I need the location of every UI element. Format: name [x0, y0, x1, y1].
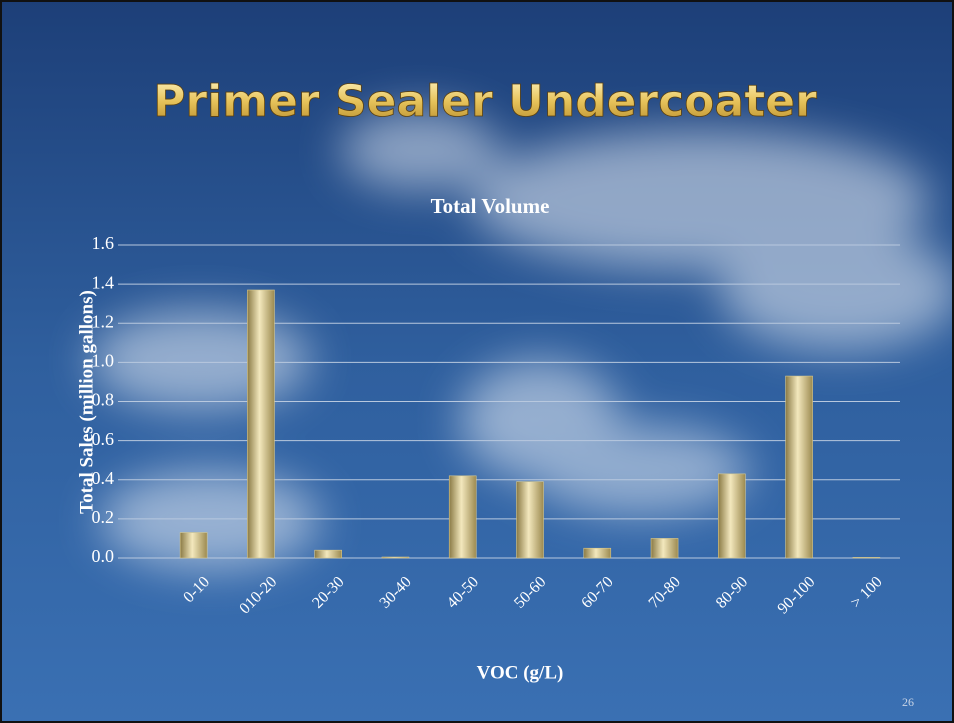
bar: [650, 538, 679, 559]
bar: [381, 556, 410, 559]
bar: [718, 473, 746, 559]
bar: [583, 547, 612, 559]
y-tick-label: 0.2: [92, 507, 115, 527]
y-tick-label: 1.4: [92, 272, 115, 292]
bar: [247, 289, 275, 559]
bar: [852, 557, 881, 559]
bar: [785, 375, 813, 559]
x-axis-label: VOC (g/L): [477, 662, 564, 683]
slide-title: Primer Sealer Undercoater: [153, 76, 817, 127]
chart-title: Total Volume: [431, 194, 550, 218]
y-tick-label: 1.6: [92, 233, 115, 253]
y-axis-label: Total Sales (million gallons): [76, 290, 97, 514]
y-tick-label: 1.2: [92, 311, 115, 331]
bar: [314, 549, 342, 559]
y-tick-label: 0.6: [92, 429, 115, 449]
y-tick-label: 0.0: [92, 546, 115, 566]
y-tick-label: 0.8: [92, 390, 115, 410]
bar: [179, 532, 208, 559]
slide-number: 26: [902, 695, 914, 709]
bar: [516, 481, 544, 559]
y-tick-label: 0.4: [92, 468, 115, 488]
bar: [448, 475, 477, 559]
y-tick-label: 1.0: [92, 351, 115, 371]
